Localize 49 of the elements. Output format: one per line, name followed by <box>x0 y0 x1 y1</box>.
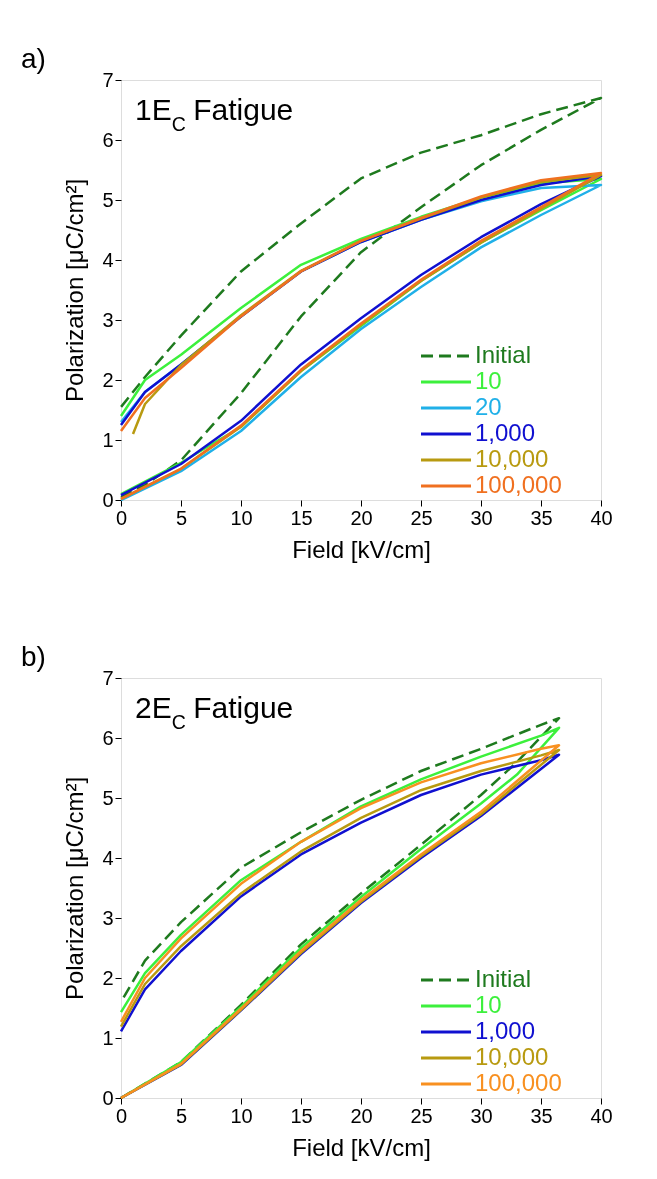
x-tick-label: 20 <box>350 506 373 529</box>
y-tick-label: 0 <box>102 1086 114 1109</box>
text: b) <box>21 641 46 672</box>
y-tick-label: 2 <box>102 966 114 989</box>
x-tick-label: 30 <box>470 1104 493 1127</box>
x-tick-label: 40 <box>590 506 613 529</box>
x-tick-label: 10 <box>230 506 253 529</box>
legend-label: 100,000 <box>475 471 562 498</box>
text: a) <box>21 43 46 74</box>
y-tick-label: 7 <box>102 666 114 689</box>
y-tick-label: 5 <box>102 786 114 809</box>
legend-label: 20 <box>475 393 502 420</box>
x-axis-title: Field [kV/cm] <box>292 535 431 563</box>
x-tick-label: 5 <box>175 506 188 529</box>
x-tick-label: 25 <box>410 1104 433 1127</box>
legend-label: 1,000 <box>475 419 536 446</box>
y-tick-label: 1 <box>102 428 114 451</box>
y-tick-label: 3 <box>102 308 114 331</box>
y-tick-label: 6 <box>102 726 114 749</box>
y-axis-title: Polarization [μC/cm²] <box>61 776 89 1001</box>
x-tick-label: 10 <box>230 1104 253 1127</box>
legend-label: 100,000 <box>475 1069 562 1096</box>
y-axis-title: Polarization [μC/cm²] <box>61 178 89 403</box>
legend-label: Initial <box>475 965 532 992</box>
y-tick-label: 6 <box>102 128 114 151</box>
y-tick-label: 2 <box>102 368 114 391</box>
legend-label: 10 <box>475 991 502 1018</box>
x-tick-label: 40 <box>590 1104 613 1127</box>
x-tick-label: 30 <box>470 506 493 529</box>
y-tick-label: 3 <box>102 906 114 929</box>
y-tick-label: 1 <box>102 1026 114 1049</box>
x-tick-label: 20 <box>350 1104 373 1127</box>
y-tick-label: 0 <box>102 488 114 511</box>
y-tick-label: 4 <box>102 846 114 869</box>
legend-label: 10,000 <box>475 445 549 472</box>
x-tick-label: 15 <box>290 506 313 529</box>
x-axis-title: Field [kV/cm] <box>292 1133 431 1161</box>
legend-label: 10 <box>475 367 502 394</box>
y-tick-label: 4 <box>102 248 114 271</box>
x-tick-label: 35 <box>530 1104 553 1127</box>
legend-label: 1,000 <box>475 1017 536 1044</box>
x-tick-label: 5 <box>175 1104 188 1127</box>
legend-label: 10,000 <box>475 1043 549 1070</box>
legend-label: Initial <box>475 341 532 368</box>
x-tick-label: 15 <box>290 1104 313 1127</box>
x-tick-label: 25 <box>410 506 433 529</box>
y-tick-label: 5 <box>102 188 114 211</box>
x-tick-label: 35 <box>530 506 553 529</box>
y-tick-label: 7 <box>102 68 114 91</box>
